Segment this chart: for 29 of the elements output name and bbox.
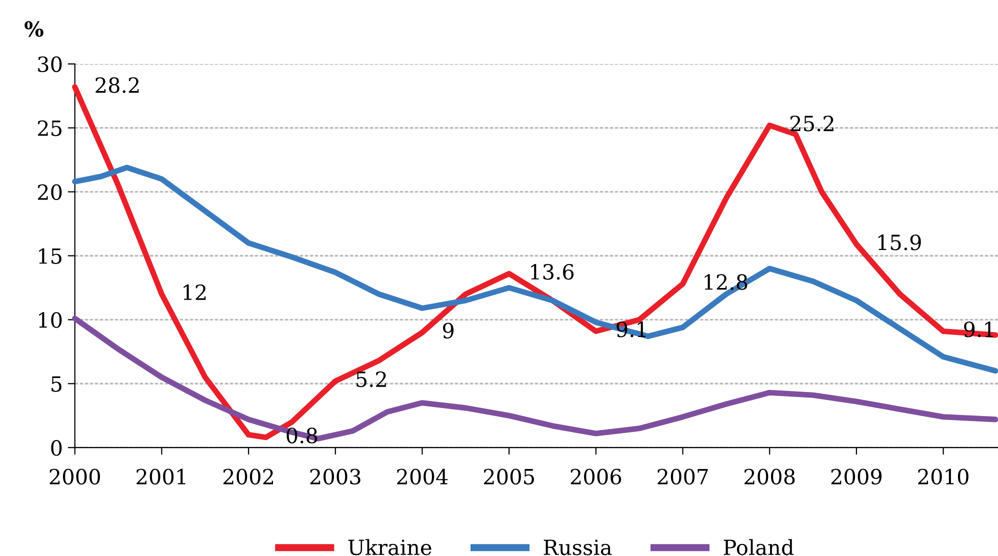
x-tick-label: 2002 xyxy=(223,468,274,485)
x-tick-label: 2010 xyxy=(918,468,968,485)
data-label: 12 xyxy=(184,284,206,300)
x-tick-label: 2003 xyxy=(310,468,360,485)
data-label: 25.2 xyxy=(790,116,834,132)
legend-label: Ukraine xyxy=(348,539,432,556)
y-tick-label: 25 xyxy=(38,120,62,136)
y-tick-label: 30 xyxy=(38,56,62,72)
data-label: 13.6 xyxy=(531,264,574,280)
x-tick-label: 2000 xyxy=(50,468,100,485)
x-tick-label: 2008 xyxy=(744,468,795,485)
legend-label: Russia xyxy=(544,540,612,556)
y-tick-label: 0 xyxy=(51,440,62,456)
x-tick-label: 2001 xyxy=(136,468,186,485)
y-tick-label: 20 xyxy=(38,184,62,200)
x-tick-label: 2009 xyxy=(831,468,882,485)
legend-label: Poland xyxy=(724,539,794,556)
data-label: 5.2 xyxy=(356,371,386,388)
x-tick-label: 2007 xyxy=(658,468,708,485)
y-tick-label: 10 xyxy=(39,312,62,328)
data-label: 15.9 xyxy=(878,234,921,250)
data-label: 9 xyxy=(442,322,454,339)
data-label: 28.2 xyxy=(96,77,139,94)
x-tick-label: 2004 xyxy=(397,468,448,485)
x-tick-label: 2005 xyxy=(484,468,534,485)
y-tick-label: 15 xyxy=(39,248,62,264)
x-tick-label: 2006 xyxy=(570,468,622,485)
y-tick-label: 5 xyxy=(52,376,62,392)
y-axis-title: % xyxy=(24,21,44,37)
